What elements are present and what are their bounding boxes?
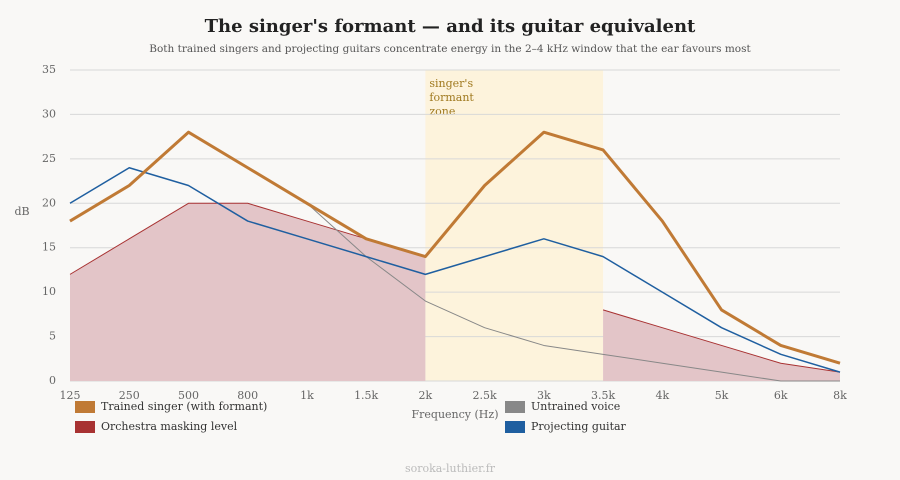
legend-label: Projecting guitar bbox=[531, 420, 627, 433]
y-tick-label: 35 bbox=[42, 63, 56, 76]
zone-label: formant bbox=[429, 91, 474, 104]
x-tick-label: 5k bbox=[715, 389, 729, 402]
x-tick-label: 250 bbox=[119, 389, 140, 402]
y-tick-label: 30 bbox=[42, 107, 56, 120]
legend-label: Untrained voice bbox=[531, 400, 620, 413]
source: soroka-luthier.fr bbox=[405, 462, 496, 475]
y-tick-label: 5 bbox=[49, 330, 56, 343]
x-tick-label: 2k bbox=[419, 389, 433, 402]
x-tick-label: 6k bbox=[774, 389, 788, 402]
x-tick-label: 3.5k bbox=[591, 389, 615, 402]
legend-label: Trained singer (with formant) bbox=[101, 400, 267, 413]
x-tick-label: 3k bbox=[537, 389, 551, 402]
x-tick-label: 1.5k bbox=[354, 389, 378, 402]
legend-swatch bbox=[75, 401, 95, 413]
x-tick-label: 4k bbox=[655, 389, 669, 402]
y-tick-label: 20 bbox=[42, 196, 56, 209]
x-tick-label: 500 bbox=[178, 389, 199, 402]
x-tick-label: 800 bbox=[237, 389, 258, 402]
y-axis-label: dB bbox=[14, 205, 29, 218]
legend-label: Orchestra masking level bbox=[101, 420, 238, 433]
series-line bbox=[69, 130, 841, 365]
chart-subtitle: Both trained singers and projecting guit… bbox=[149, 43, 751, 55]
x-tick-label: 8k bbox=[833, 389, 847, 402]
legend-swatch bbox=[505, 421, 525, 433]
highlight-zone bbox=[425, 70, 604, 381]
y-tick-label: 0 bbox=[49, 374, 56, 387]
legend-swatch bbox=[75, 421, 95, 433]
y-tick-label: 10 bbox=[42, 285, 56, 298]
y-tick-label: 25 bbox=[42, 152, 56, 165]
y-tick-label: 15 bbox=[42, 241, 56, 254]
x-axis-label: Frequency (Hz) bbox=[412, 408, 499, 421]
legend-swatch bbox=[505, 401, 525, 413]
zone-label: zone bbox=[429, 105, 455, 118]
x-tick-label: 1k bbox=[300, 389, 314, 402]
zone-label: singer's bbox=[429, 77, 473, 90]
chart-title: The singer's formant — and its guitar eq… bbox=[205, 16, 696, 37]
x-tick-label: 2.5k bbox=[473, 389, 497, 402]
x-tick-label: 125 bbox=[60, 389, 81, 402]
series-line bbox=[69, 166, 841, 373]
